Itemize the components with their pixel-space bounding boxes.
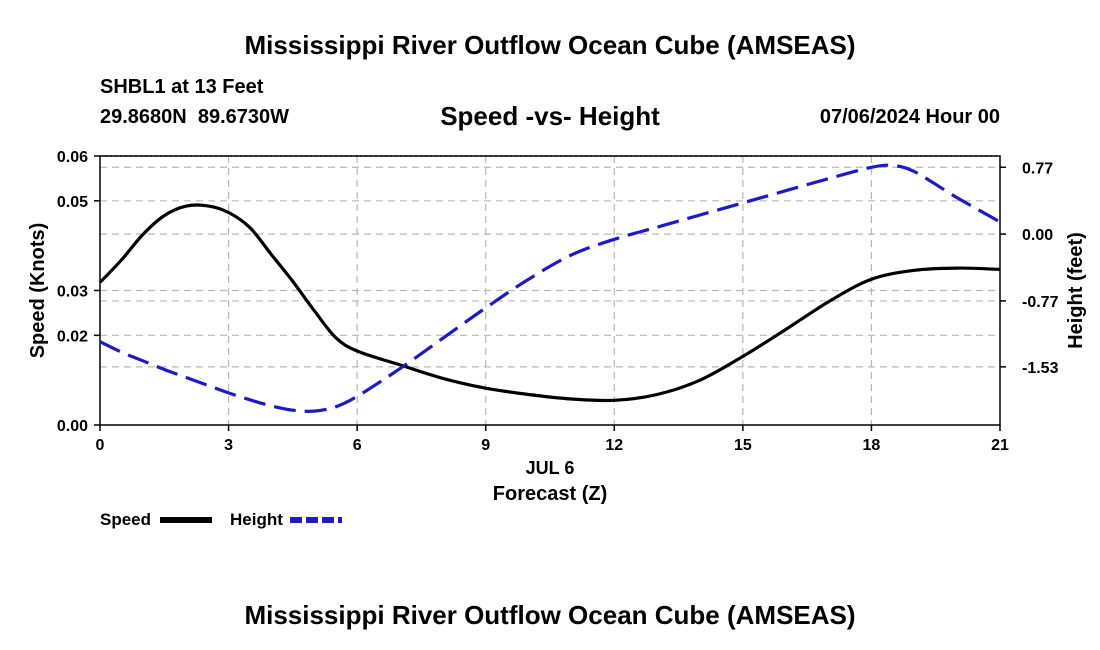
x-tick-label: 9 [481,437,490,454]
x-tick-label: 21 [991,437,1009,454]
tick-marks [94,155,1006,431]
y-tick-label: 0.05 [57,194,88,211]
y-tick-label: 0.02 [57,328,88,345]
x-tick-label: 0 [96,437,105,454]
height-line [99,163,1001,413]
chart-subtitle: Speed -vs- Height [440,101,660,131]
x-tick-label: 12 [605,437,623,454]
grid-lines [100,155,1000,425]
forecast-datetime: 07/06/2024 Hour 00 [819,106,1000,128]
y-right-tick-label: 0.00 [1022,227,1053,244]
legend-speed-label: Speed [100,510,151,529]
station-coordinates: 29.8680N 89.6730W [100,106,290,128]
y-tick-label: 0.00 [57,418,88,435]
x-tick-label: 15 [734,437,752,454]
y-right-tick-label: 0.77 [1022,160,1053,177]
legend: Speed Height [100,510,342,529]
x-tick-label: 18 [863,437,881,454]
chart-title-bottom: Mississippi River Outflow Ocean Cube (AM… [244,600,856,630]
speed-line [98,203,1001,403]
x-tick-label: 6 [353,437,362,454]
chart-title-top: Mississippi River Outflow Ocean Cube (AM… [244,30,856,60]
y-axis-label: Speed (Knots) [27,223,49,359]
legend-height-label: Height [230,510,283,529]
y-tick-label: 0.03 [57,284,88,301]
x-axis-date-label: JUL 6 [526,458,575,478]
x-tick-label: 3 [224,437,233,454]
y-axis-right-label: Height (feet) [1065,232,1087,349]
station-name: SHBL1 at 13 Feet [100,76,264,98]
y-right-tick-label: -0.77 [1022,294,1059,311]
y-tick-label: 0.06 [57,149,88,166]
tick-labels: 0 3 6 9 12 15 18 21 0.00 0.02 0.03 0.05 0.06 0.77 0.00… [57,149,1059,454]
y-right-tick-label: -1.53 [1022,360,1059,377]
x-axis-label: Forecast (Z) [493,483,607,505]
